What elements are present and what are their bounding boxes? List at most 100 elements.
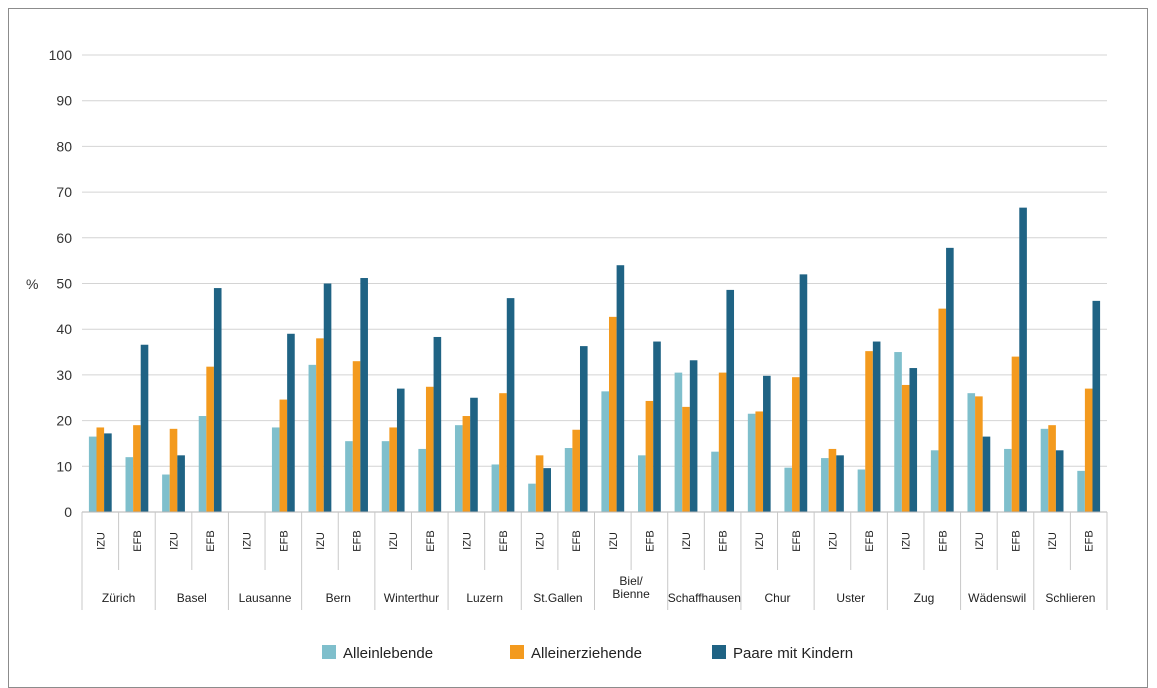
legend: Alleinlebende Alleinerziehende Paare mit K… — [322, 645, 853, 662]
bar — [792, 377, 800, 512]
bar — [638, 455, 646, 512]
bar — [316, 338, 324, 512]
x-city-label: Biel/ — [619, 574, 643, 588]
bar — [491, 464, 500, 512]
bar — [198, 416, 207, 512]
x-sub-label: EFB — [571, 530, 583, 551]
x-sub-label: IZU — [169, 532, 181, 550]
x-sub-label: EFB — [352, 530, 364, 551]
x-city-label: Bern — [326, 591, 351, 605]
x-city-label: Chur — [765, 591, 791, 605]
y-tick-label: 40 — [56, 321, 72, 337]
bar — [88, 436, 97, 512]
bar — [689, 360, 698, 512]
bar — [162, 474, 170, 512]
bar — [718, 372, 727, 512]
bar — [418, 448, 426, 512]
bar — [169, 428, 178, 512]
x-sub-label: IZU — [608, 532, 620, 550]
bar — [872, 341, 881, 512]
bar — [579, 346, 588, 512]
bar — [271, 427, 280, 512]
bar — [653, 341, 661, 512]
bar — [96, 427, 105, 512]
x-sub-label: IZU — [827, 532, 839, 550]
x-city-label: Zug — [914, 591, 935, 605]
x-city-label: Basel — [177, 591, 207, 605]
bar — [543, 468, 551, 512]
x-city-label: Schaffhausen — [668, 591, 741, 605]
x-city-label: Schlieren — [1045, 591, 1095, 605]
bar — [454, 425, 463, 512]
bar — [836, 455, 844, 512]
x-city-label: Bienne — [612, 587, 650, 601]
bar — [726, 289, 735, 512]
y-tick-label: 20 — [56, 413, 72, 429]
y-tick-label: 80 — [56, 138, 72, 154]
bar — [1092, 300, 1101, 512]
x-sub-label: IZU — [681, 532, 693, 550]
legend-label: Alleinlebende — [343, 645, 433, 662]
x-sub-label: IZU — [95, 532, 107, 550]
bar — [1084, 388, 1093, 512]
x-sub-label: EFB — [205, 530, 217, 551]
x-axis: IZU EFB IZU EFB IZU EFB IZU EFB IZU EFB IZU EFB IZU E… — [81, 511, 1108, 610]
bar — [799, 274, 808, 512]
bar — [279, 399, 288, 512]
legend-swatch — [510, 645, 524, 659]
x-sub-label: EFB — [644, 530, 656, 551]
x-city-label: St.Gallen — [533, 591, 582, 605]
bar — [352, 361, 361, 512]
bar — [946, 247, 954, 512]
x-sub-label: IZU — [901, 532, 913, 550]
x-sub-label: IZU — [535, 532, 547, 550]
x-sub-label: EFB — [791, 530, 803, 551]
bar — [381, 441, 390, 512]
y-tick-label: 10 — [56, 458, 72, 474]
y-tick-label: 70 — [56, 184, 72, 200]
bar — [425, 386, 434, 512]
bar — [1055, 450, 1064, 512]
bar — [470, 397, 478, 512]
x-sub-label: EFB — [718, 530, 730, 551]
x-sub-label: EFB — [278, 530, 290, 551]
bar — [308, 364, 317, 512]
legend-label: Alleinerziehende — [531, 645, 642, 662]
x-sub-label: EFB — [1084, 530, 1096, 551]
bar — [389, 427, 397, 512]
bar — [323, 283, 332, 512]
x-sub-label: EFB — [1010, 530, 1022, 551]
legend-swatch — [322, 645, 336, 659]
bar — [396, 388, 405, 512]
bar — [828, 448, 837, 512]
bar — [462, 416, 471, 512]
bar — [564, 448, 573, 512]
legend-swatch — [712, 645, 726, 659]
bar — [360, 278, 368, 512]
bar — [177, 455, 185, 512]
bars — [88, 207, 1101, 512]
bar — [821, 458, 829, 512]
bar — [857, 469, 866, 512]
bar — [1077, 470, 1085, 512]
x-sub-label: IZU — [315, 532, 327, 550]
bar — [674, 372, 683, 512]
bar — [140, 344, 149, 512]
bar — [499, 393, 507, 512]
bar — [616, 265, 625, 512]
bar — [645, 400, 654, 512]
x-city-label: Winterthur — [384, 591, 439, 605]
y-tick-label: 100 — [49, 47, 73, 63]
bar — [1019, 207, 1027, 512]
bar — [506, 298, 515, 512]
bar — [901, 384, 910, 512]
bar — [206, 366, 214, 512]
bar — [535, 455, 544, 512]
bar — [763, 375, 771, 512]
bar — [1040, 428, 1049, 512]
x-city-label: Zürich — [102, 591, 135, 605]
y-tick-label: 60 — [56, 230, 72, 246]
bar — [967, 393, 976, 512]
x-sub-label: IZU — [388, 532, 400, 550]
y-axis-label: % — [26, 276, 38, 292]
